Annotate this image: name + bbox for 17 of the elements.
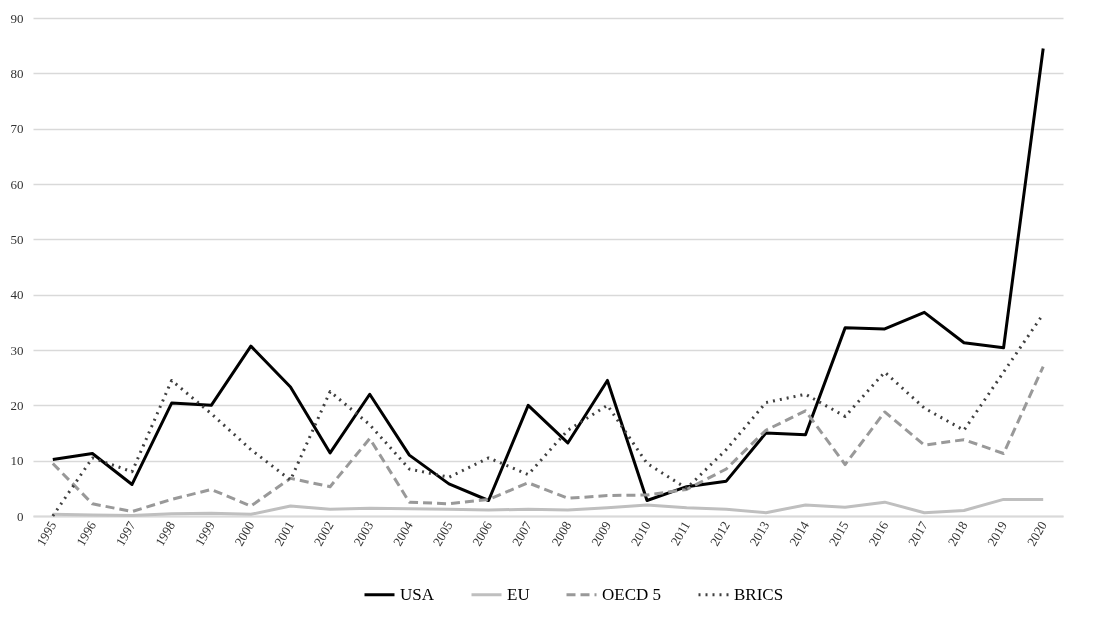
line-series	[51, 497, 1045, 517]
line-series	[51, 46, 1045, 503]
y-tick-label: 50	[10, 231, 24, 247]
y-tick-label: 20	[10, 397, 24, 413]
legend-label: USA	[400, 584, 435, 604]
y-tick-label: 30	[10, 342, 24, 358]
line-series	[51, 365, 1045, 514]
legend-label: EU	[507, 584, 530, 604]
y-tick-label: 70	[10, 121, 24, 137]
legend-label: BRICS	[734, 584, 784, 604]
y-tick-label: 40	[10, 287, 24, 303]
y-tick-label: 10	[10, 453, 24, 469]
y-tick-label: 80	[10, 65, 24, 81]
y-tick-label: 60	[10, 176, 24, 192]
y-tick-label: 0	[17, 508, 24, 524]
y-tick-label: 90	[10, 10, 24, 26]
legend-label: OECD 5	[602, 584, 662, 604]
